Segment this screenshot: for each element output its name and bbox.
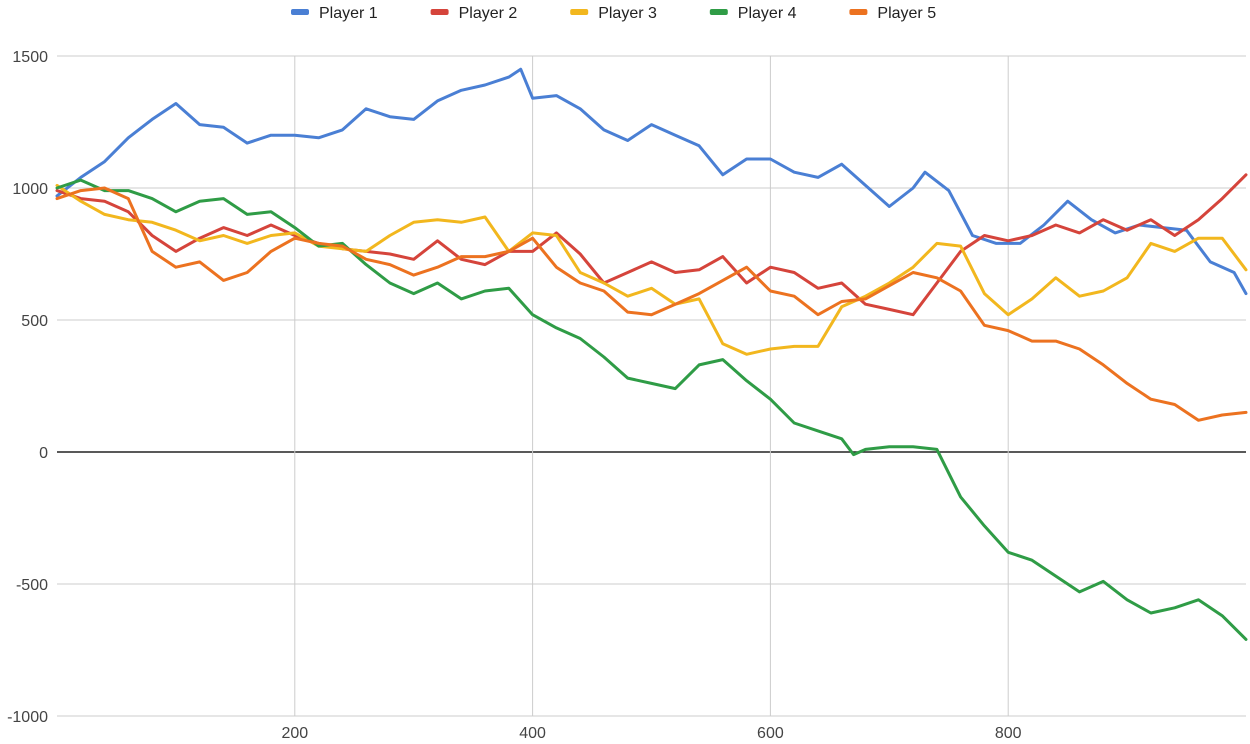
x-tick-label: 200: [281, 725, 308, 742]
legend-item-player-1[interactable]: Player 1: [291, 5, 378, 22]
tick-labels: 1500 1000 500 0 -500 -1000 200 400 600 800: [7, 49, 1022, 742]
legend-swatch: [291, 9, 309, 15]
series-line-player-4: [55, 178, 1248, 641]
y-tick-label: -1000: [7, 709, 48, 726]
series-line-player-2: [55, 173, 1248, 317]
x-tick-label: 400: [519, 725, 546, 742]
legend-label: Player 2: [459, 5, 518, 22]
y-tick-label: 1000: [12, 181, 48, 198]
y-tick-label: -500: [16, 577, 48, 594]
y-tick-label: 1500: [12, 49, 48, 66]
y-tick-label: 500: [21, 313, 48, 330]
series-line-player-1: [55, 67, 1248, 296]
x-tick-label: 600: [757, 725, 784, 742]
legend-label: Player 1: [319, 5, 378, 22]
gridlines: [57, 55, 1246, 717]
legend-label: Player 4: [738, 5, 797, 22]
series-line-player-5: [55, 186, 1248, 422]
legend-swatch: [709, 9, 728, 15]
legend-item-player-3[interactable]: Player 3: [570, 5, 657, 22]
series-lines: [55, 67, 1248, 641]
y-tick-label: 0: [39, 445, 48, 462]
legend: Player 1 Player 2 Player 3 Player 4 Player 5: [291, 5, 936, 22]
x-tick-label: 800: [995, 725, 1022, 742]
legend-item-player-4[interactable]: Player 4: [709, 5, 797, 22]
legend-swatch: [430, 9, 449, 15]
legend-item-player-2[interactable]: Player 2: [430, 5, 518, 22]
legend-item-player-5[interactable]: Player 5: [849, 5, 936, 22]
legend-swatch: [849, 9, 868, 15]
legend-label: Player 5: [877, 5, 936, 22]
series-line-player-3: [55, 183, 1248, 356]
legend-swatch: [570, 9, 589, 15]
legend-label: Player 3: [598, 5, 657, 22]
